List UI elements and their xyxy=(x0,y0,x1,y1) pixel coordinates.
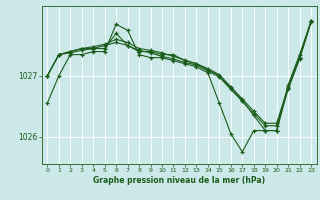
X-axis label: Graphe pression niveau de la mer (hPa): Graphe pression niveau de la mer (hPa) xyxy=(93,176,265,185)
